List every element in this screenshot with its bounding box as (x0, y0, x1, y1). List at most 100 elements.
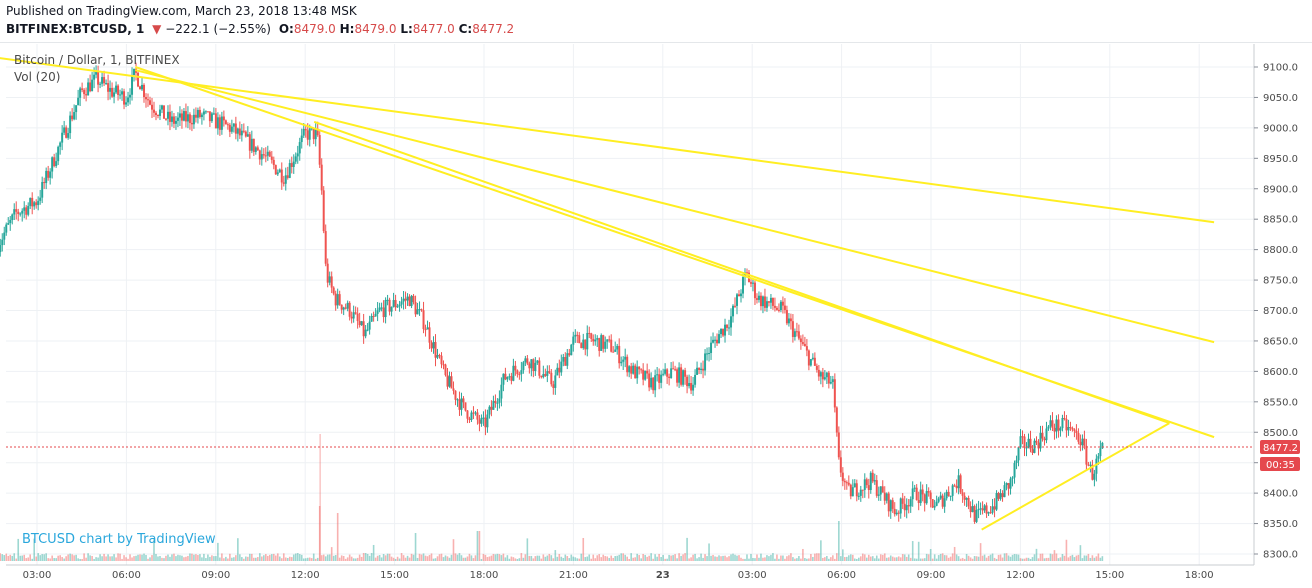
volume-bar (748, 558, 750, 561)
volume-bar (492, 553, 495, 561)
volume-bar (306, 557, 309, 561)
candle-body (983, 505, 986, 511)
volume-bar (219, 557, 221, 561)
candle-body (27, 205, 30, 215)
volume-bar (372, 544, 375, 561)
candle-body (113, 92, 116, 97)
volume-bar (37, 553, 39, 561)
candle-body (69, 115, 72, 134)
volume-bar (163, 558, 165, 561)
candle-body (492, 400, 495, 410)
candle-body (544, 373, 547, 376)
candle-body (91, 79, 94, 92)
volume-bar (842, 549, 844, 561)
volume-bar (1087, 553, 1090, 561)
volume-bar (374, 557, 377, 561)
candle-body (751, 282, 754, 284)
candle-body (588, 332, 591, 334)
candle-body (614, 349, 617, 352)
y-tick-label: 9000.0 (1263, 123, 1298, 134)
candle-body (841, 472, 844, 481)
candle-body (83, 89, 86, 95)
candle-body (941, 495, 944, 507)
volume-bar (664, 558, 666, 561)
volume-bar (157, 556, 159, 561)
volume-bar (53, 558, 55, 561)
volume-bar (133, 556, 135, 561)
candle-body (498, 398, 501, 403)
candle-body (749, 282, 752, 284)
y-tick-label: 8950.0 (1263, 154, 1298, 165)
volume-bar (103, 553, 105, 561)
candle-body (9, 220, 12, 223)
candle-body (622, 359, 625, 362)
x-tick-label: 06:00 (827, 570, 856, 581)
volume-bar (1063, 555, 1066, 561)
candle-body (817, 369, 820, 377)
volume-bar (983, 554, 986, 561)
candle-body (77, 97, 80, 106)
candle-body (282, 182, 285, 184)
candle-body (302, 128, 305, 136)
candle-body (981, 508, 984, 511)
candle-body (797, 331, 800, 339)
candle-body (859, 489, 862, 496)
candle-body (484, 417, 487, 428)
candle-body (214, 113, 217, 129)
volume-bar (672, 555, 674, 561)
watermark[interactable]: BTCUSD chart by TradingView (22, 532, 216, 547)
low-label: L: (400, 22, 413, 36)
candle-body (290, 163, 293, 167)
candle-body (849, 484, 852, 497)
volume-bar (187, 555, 189, 561)
candle-body (682, 370, 685, 385)
candle-body (869, 472, 872, 491)
volume-bar (544, 556, 547, 561)
candle-body (514, 365, 517, 371)
candle-body (706, 353, 709, 355)
candle-body (33, 202, 36, 207)
candle-body (885, 493, 888, 501)
volume-bar (91, 555, 93, 561)
candle-body (801, 342, 804, 344)
volume-bar (660, 556, 662, 561)
volume-bar (590, 558, 593, 561)
volume-bar (3, 555, 6, 561)
volume-bar (1003, 553, 1006, 561)
candle-body (95, 71, 98, 75)
candle-body (771, 297, 774, 306)
candle-body (1021, 436, 1024, 438)
volume-bar (51, 555, 53, 561)
candle-body (174, 120, 177, 124)
candle-body (532, 359, 535, 371)
candle-body (1075, 430, 1078, 434)
candle-body (510, 376, 513, 381)
volume-bar (316, 557, 319, 561)
volume-bar (31, 558, 34, 561)
published-line: Published on TradingView.com, March 23, … (6, 4, 357, 18)
candle-body (652, 377, 655, 391)
volume-bar (332, 555, 335, 561)
volume-bar (294, 553, 297, 561)
volume-bar (29, 554, 32, 561)
candle-body (1097, 456, 1100, 459)
candle-body (462, 398, 465, 403)
volume-bar (901, 554, 904, 561)
volume-bar (752, 557, 754, 561)
candle-body (186, 114, 189, 122)
candle-body (857, 495, 860, 497)
candle-body (973, 506, 976, 522)
volume-bar (981, 555, 984, 561)
volume-bar (263, 555, 265, 561)
x-tick-label: 12:00 (1006, 570, 1035, 581)
volume-bar (830, 557, 832, 561)
candle-body (123, 91, 126, 105)
volume-bar (7, 555, 10, 561)
volume-bar (1073, 557, 1076, 561)
candle-body (931, 499, 934, 508)
volume-bar (404, 557, 407, 561)
candle-body (506, 377, 509, 380)
candle-body (1051, 420, 1054, 428)
change-arrow-icon: ▼ (152, 22, 162, 36)
